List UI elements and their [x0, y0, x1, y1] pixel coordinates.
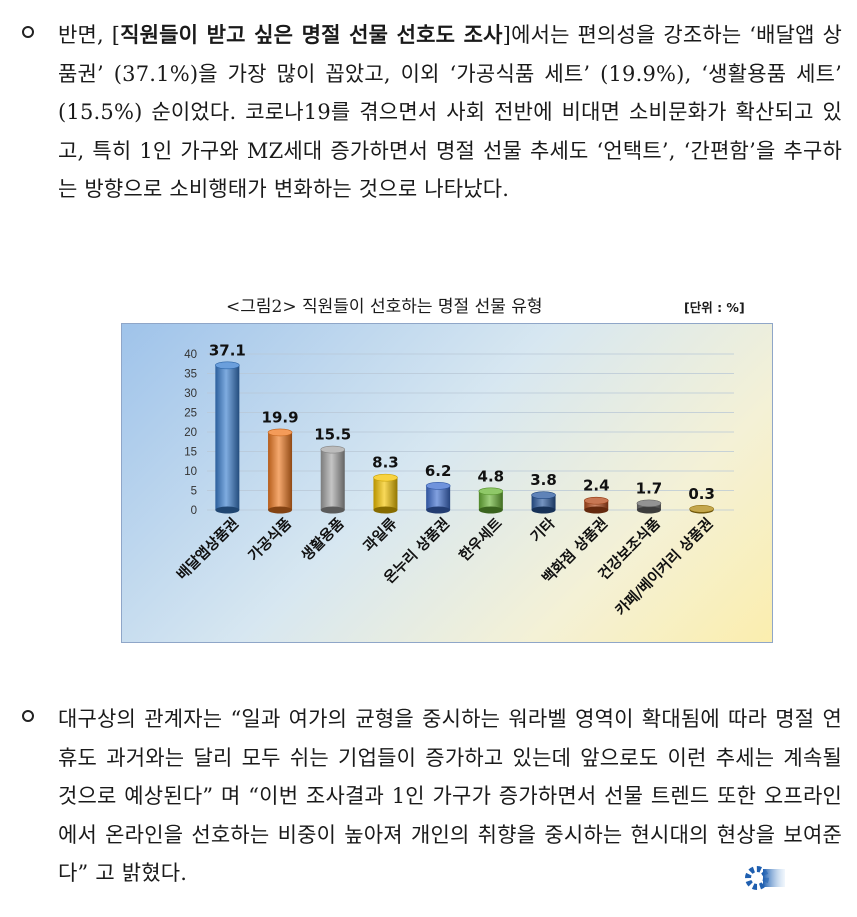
bar-top: [320, 445, 346, 454]
bar-base: [531, 506, 556, 514]
y-tick-label: 25: [184, 408, 197, 420]
paragraph-survey-result: 반면, [직원들이 받고 싶은 명절 선물 선호도 조사]에서는 편의성을 강조…: [22, 16, 842, 209]
y-tick-label: 10: [184, 466, 197, 478]
bar-base: [215, 506, 240, 514]
bar-chart: 0 5 10 15 20 25 30 35 40 37.1 배달앱상품권 19.9 가공식품 15.5 생활…: [121, 323, 773, 643]
bar-top: [425, 482, 451, 490]
data-label: 19.9: [262, 408, 299, 426]
y-tick-label: 20: [184, 427, 197, 439]
bar-base: [478, 506, 503, 514]
bar-top: [478, 487, 504, 496]
bar: [215, 365, 240, 510]
bar-top: [215, 361, 240, 370]
data-label: 4.8: [478, 467, 505, 485]
bar-base: [268, 506, 293, 514]
paragraph-text: 대구상의 관계자는 “일과 여가의 균형을 중시하는 워라벨 영역이 확대됨에 …: [58, 707, 842, 885]
category-label: 가공식품: [245, 515, 295, 565]
paragraph-prefix: 반면, [: [58, 23, 121, 47]
bar: [531, 495, 556, 510]
bar-base: [320, 506, 345, 514]
survey-title: 직원들이 받고 싶은 명절 선물 선호도 조사: [120, 23, 503, 47]
category-label: 기타: [527, 514, 558, 545]
data-label: 0.3: [688, 485, 715, 503]
category-label: 과일류: [360, 515, 400, 555]
bar: [426, 485, 451, 510]
bar: [320, 449, 345, 510]
bar-base: [426, 506, 451, 514]
category-label: 카페/베이커리 상품권: [612, 514, 717, 619]
figure-unit: [단위 : %]: [684, 300, 745, 315]
bar-chart-svg: 0 5 10 15 20 25 30 35 40 37.1 배달앱상품권 19.9 가공식품 15.5 생활…: [173, 341, 734, 619]
data-label: 15.5: [314, 426, 351, 444]
y-tick-label: 30: [184, 388, 197, 400]
bar-top: [636, 499, 662, 508]
y-tick-label: 35: [184, 369, 197, 381]
bar-base: [584, 506, 609, 514]
bar-top: [583, 496, 609, 505]
data-label: 3.8: [530, 471, 557, 489]
bar: [268, 432, 293, 510]
bar-base: [373, 506, 398, 514]
gear-logo-icon: [745, 866, 785, 890]
category-label: 배달앱상품권: [173, 514, 242, 583]
paragraph-text: 반면, [직원들이 받고 싶은 명절 선물 선호도 조사]에서는 편의성을 강조…: [58, 16, 842, 209]
data-label: 8.3: [372, 454, 399, 472]
y-tick-label: 40: [184, 349, 197, 361]
hollow-circle-bullet-icon: [22, 26, 34, 38]
bar-base: [636, 506, 661, 514]
y-tick-label: 15: [184, 447, 197, 459]
hollow-circle-bullet-icon: [22, 710, 34, 722]
paragraph-official-quote: 대구상의 관계자는 “일과 여가의 균형을 중시하는 워라벨 영역이 확대됨에 …: [22, 700, 842, 893]
category-label: 생활용품: [297, 514, 347, 564]
data-label: 2.4: [583, 477, 610, 495]
data-label: 1.7: [636, 479, 663, 497]
bar: [478, 491, 503, 510]
paragraph-body: ]에서는 편의성을 강조하는 ‘배달앱 상품권’ (37.1%)을 가장 많이 …: [58, 23, 842, 201]
y-tick-label: 0: [191, 505, 197, 517]
data-label: 37.1: [209, 341, 246, 359]
bar-top: [689, 505, 714, 513]
data-label: 6.2: [425, 462, 452, 480]
y-tick-label: 5: [191, 486, 197, 498]
bar: [584, 500, 609, 510]
bar: [373, 477, 398, 510]
bar-top: [267, 428, 293, 437]
category-label: 한우세트: [456, 515, 506, 565]
figure-caption: <그림2> 직원들이 선호하는 명절 선물 유형: [226, 297, 543, 317]
bar-top: [373, 473, 398, 482]
bar-top: [531, 491, 556, 499]
